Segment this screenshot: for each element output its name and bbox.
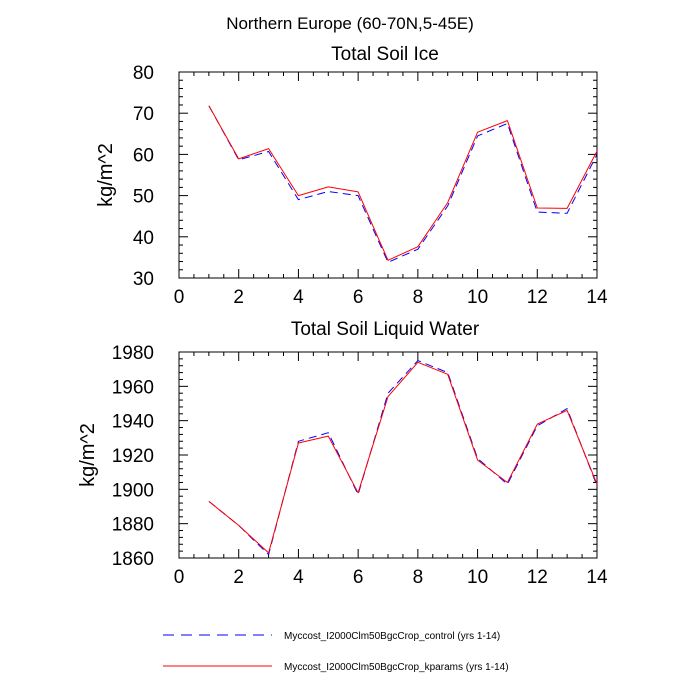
x-tick-label: 4 (293, 287, 304, 308)
panel-title-soil-liquid-water: Total Soil Liquid Water (291, 319, 480, 340)
series-line-kparams (208, 105, 598, 261)
x-tick-label: 6 (353, 287, 364, 308)
legend-label-kparams: Myccost_I2000Clm50BgcCrop_kparams (yrs 1… (284, 662, 509, 673)
x-tick-label: 8 (413, 287, 424, 308)
series-line-control (208, 105, 598, 263)
y-tick-label: 1940 (112, 412, 154, 433)
y-axis-label-soil-liquid-water: kg/m^2 (77, 423, 99, 487)
y-tick-label: 50 (133, 187, 154, 208)
panel-total-soil-ice: Total Soil Ice kg/m^2 0 2 4 6 8 10 12 14 30 40 50 6… (95, 44, 608, 308)
x-tick-label: 14 (586, 287, 608, 308)
x-tick-label: 2 (233, 567, 244, 588)
figure-title: Northern Europe (60-70N,5-45E) (226, 14, 474, 33)
x-tick-label: 0 (174, 287, 185, 308)
x-tick-label: 14 (586, 567, 608, 588)
x-tick-label: 6 (353, 567, 364, 588)
panel-total-soil-liquid-water: Total Soil Liquid Water kg/m^2 0 2 4 6 8 10 12… (77, 319, 608, 588)
series-line-kparams (208, 361, 598, 554)
y-axis-label-soil-ice: kg/m^2 (95, 143, 117, 207)
y-tick-label: 1900 (112, 480, 154, 501)
x-tick-label: 8 (413, 567, 424, 588)
x-tick-label: 12 (527, 287, 548, 308)
x-tick-label: 10 (467, 567, 488, 588)
x-tick-label: 10 (467, 287, 488, 308)
y-tick-label: 60 (133, 145, 154, 166)
x-tick-label: 12 (527, 567, 548, 588)
legend: Myccost_I2000Clm50BgcCrop_control (yrs 1… (163, 631, 509, 673)
y-tick-label: 1880 (112, 515, 154, 536)
x-tick-label: 2 (233, 287, 244, 308)
y-tick-label: 80 (133, 63, 154, 84)
y-tick-label: 1920 (112, 446, 154, 467)
y-tick-label: 1960 (112, 377, 154, 398)
y-tick-label: 30 (133, 269, 154, 290)
x-tick-label: 4 (293, 567, 304, 588)
plot-frame-soil-ice (178, 71, 598, 279)
series-line-control (208, 360, 598, 556)
x-tick-label: 0 (174, 567, 185, 588)
legend-label-control: Myccost_I2000Clm50BgcCrop_control (yrs 1… (284, 631, 500, 642)
y-tick-label: 1980 (112, 343, 154, 364)
y-tick-label: 1860 (112, 549, 154, 570)
y-tick-label: 70 (133, 104, 154, 125)
panel-title-soil-ice: Total Soil Ice (331, 44, 439, 65)
plot-frame-soil-liquid-water (178, 351, 598, 559)
y-tick-label: 40 (133, 228, 154, 249)
